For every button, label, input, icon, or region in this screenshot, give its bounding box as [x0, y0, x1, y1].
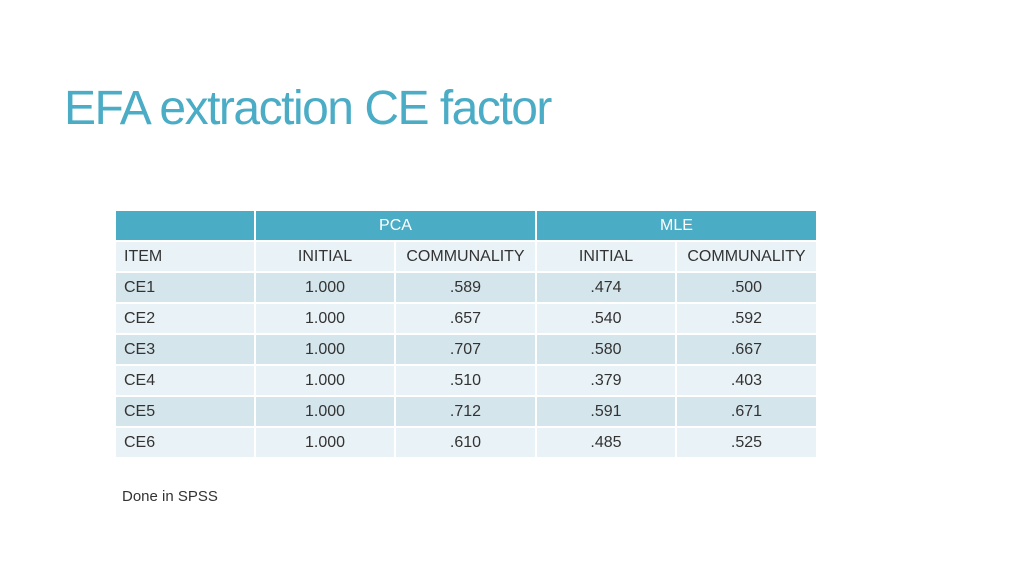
item-cell: CE4	[114, 364, 256, 397]
mle-initial-cell: .580	[535, 333, 677, 366]
footnote: Done in SPSS	[122, 488, 218, 505]
mle-initial-cell: .474	[535, 271, 677, 304]
pca-communality-cell: .589	[394, 271, 537, 304]
column-header-mle-initial: INITIAL	[535, 240, 677, 273]
item-cell: CE5	[114, 395, 256, 428]
mle-communality-cell: .525	[675, 426, 818, 459]
table-row: CE6 1.000.610.485.525	[114, 426, 818, 459]
column-header-item: ITEM	[114, 240, 256, 273]
efa-extraction-table: PCA MLE ITEM INITIAL COMMUNALITY INITIAL…	[114, 209, 818, 459]
group-header-row: PCA MLE	[114, 209, 818, 242]
mle-initial-cell: .379	[535, 364, 677, 397]
group-header-blank	[114, 209, 256, 242]
item-cell: CE3	[114, 333, 256, 366]
table-row: CE3 1.000.707.580.667	[114, 333, 818, 366]
table-body: CE1 1.000.589.474.500 CE2 1.000.657.540.592…	[114, 271, 818, 459]
pca-communality-cell: .712	[394, 395, 537, 428]
table-row: CE1 1.000.589.474.500	[114, 271, 818, 304]
slide-title: EFA extraction CE factor	[64, 82, 552, 135]
mle-initial-cell: .591	[535, 395, 677, 428]
column-header-mle-communality: COMMUNALITY	[675, 240, 818, 273]
mle-communality-cell: .500	[675, 271, 818, 304]
pca-initial-cell: 1.000	[254, 395, 396, 428]
pca-communality-cell: .510	[394, 364, 537, 397]
mle-communality-cell: .667	[675, 333, 818, 366]
column-header-row: ITEM INITIAL COMMUNALITY INITIAL COMMUNA…	[114, 240, 818, 273]
mle-initial-cell: .540	[535, 302, 677, 335]
pca-initial-cell: 1.000	[254, 271, 396, 304]
group-header-pca: PCA	[254, 209, 537, 242]
pca-communality-cell: .707	[394, 333, 537, 366]
item-cell: CE2	[114, 302, 256, 335]
mle-communality-cell: .592	[675, 302, 818, 335]
pca-communality-cell: .610	[394, 426, 537, 459]
column-header-pca-communality: COMMUNALITY	[394, 240, 537, 273]
pca-initial-cell: 1.000	[254, 426, 396, 459]
mle-initial-cell: .485	[535, 426, 677, 459]
pca-initial-cell: 1.000	[254, 302, 396, 335]
pca-initial-cell: 1.000	[254, 364, 396, 397]
table-row: CE5 1.000.712.591.671	[114, 395, 818, 428]
mle-communality-cell: .403	[675, 364, 818, 397]
group-header-mle: MLE	[535, 209, 818, 242]
column-header-pca-initial: INITIAL	[254, 240, 396, 273]
table-row: CE2 1.000.657.540.592	[114, 302, 818, 335]
item-cell: CE1	[114, 271, 256, 304]
table-row: CE4 1.000.510.379.403	[114, 364, 818, 397]
item-cell: CE6	[114, 426, 256, 459]
pca-initial-cell: 1.000	[254, 333, 396, 366]
mle-communality-cell: .671	[675, 395, 818, 428]
pca-communality-cell: .657	[394, 302, 537, 335]
